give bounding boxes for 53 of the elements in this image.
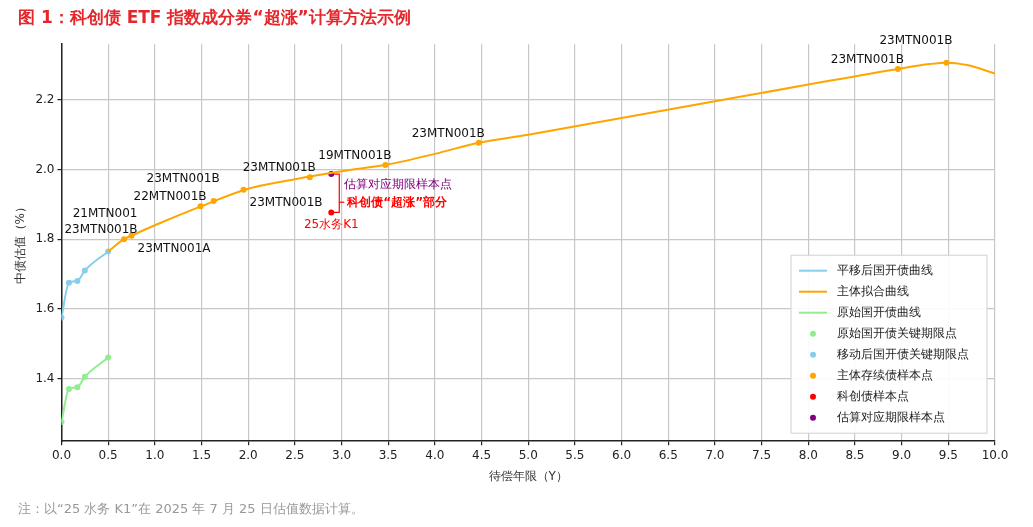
annotation: 25水务K1 [303, 217, 359, 232]
text: 注：以“25 水务 K1”在 2025 年 7 月 25 日估值数据计算。 [18, 500, 364, 518]
y-tick-label: 2.2 [35, 92, 55, 107]
y-tick-label: 2.0 [35, 161, 55, 176]
annotation: 21MTN001 [72, 205, 138, 220]
legend-label: 移动后国开债关键期限点 [837, 346, 969, 361]
x-tick-label: 3.5 [378, 447, 398, 462]
x-tick-label: 4.5 [472, 447, 492, 462]
x-tick-label: 9.5 [938, 447, 958, 462]
annotation: 23MTN001B [242, 160, 316, 175]
chart-title: 图 1：科创债 ETF 指数成分券“超涨”计算方法示例 [18, 6, 411, 29]
annotation: 23MTN001B [249, 194, 323, 209]
x-tick-label: 6.0 [612, 447, 632, 462]
y-axis-title: 中债估值（%） [13, 201, 28, 285]
x-tick-label: 8.0 [798, 447, 818, 462]
annotation: 19MTN001B [318, 148, 392, 163]
x-tick-label: 7.5 [752, 447, 772, 462]
x-axis-title: 待偿年限（Y） [488, 468, 568, 483]
legend-label: 平移后国开债曲线 [837, 262, 933, 277]
x-tick-label: 0.5 [98, 447, 118, 462]
annotation: 科创债“超涨”部分 [346, 195, 449, 210]
annotation: 23MTN001B [64, 222, 138, 237]
x-tick-label: 1.5 [191, 447, 212, 462]
y-tick-label: 1.4 [35, 370, 55, 385]
x-tick-label: 5.0 [518, 447, 538, 462]
y-tick-label: 1.6 [35, 300, 55, 315]
x-tick-label: 2.5 [285, 447, 305, 462]
x-tick-label: 9.0 [892, 447, 912, 462]
annotation: 23MTN001B [146, 170, 220, 185]
annotation: 23MTN001B [411, 125, 485, 140]
x-tick-label: 7.0 [705, 447, 725, 462]
annotation: 22MTN001B [133, 189, 207, 204]
legend-label: 主体存续债样本点 [837, 367, 933, 382]
x-tick-label: 1.0 [145, 447, 165, 462]
point [328, 209, 335, 216]
annotation: 估算对应期限样本点 [343, 177, 453, 192]
y-tick-label: 1.8 [35, 231, 55, 246]
x-tick-label: 5.5 [565, 447, 585, 462]
x-tick-label: 4.0 [425, 447, 445, 462]
legend-label: 估算对应期限样本点 [836, 409, 945, 424]
legend-label: 原始国开债关键期限点 [837, 325, 957, 340]
annotation: 23MTN001B [879, 32, 953, 47]
x-tick-label: 10.0 [981, 447, 1009, 462]
x-tick-label: 0.0 [51, 447, 72, 462]
x-tick-label: 3.0 [331, 447, 352, 462]
x-tick-label: 8.5 [845, 447, 865, 462]
annotation: 23MTN001B [830, 51, 904, 66]
x-tick-label: 6.5 [658, 447, 678, 462]
annotation: 23MTN001A [137, 240, 212, 255]
x-tick-label: 2.0 [238, 447, 258, 462]
legend-label: 原始国开债曲线 [837, 304, 921, 319]
legend-label: 主体拟合曲线 [837, 283, 909, 298]
legend-label: 科创债样本点 [837, 388, 909, 403]
